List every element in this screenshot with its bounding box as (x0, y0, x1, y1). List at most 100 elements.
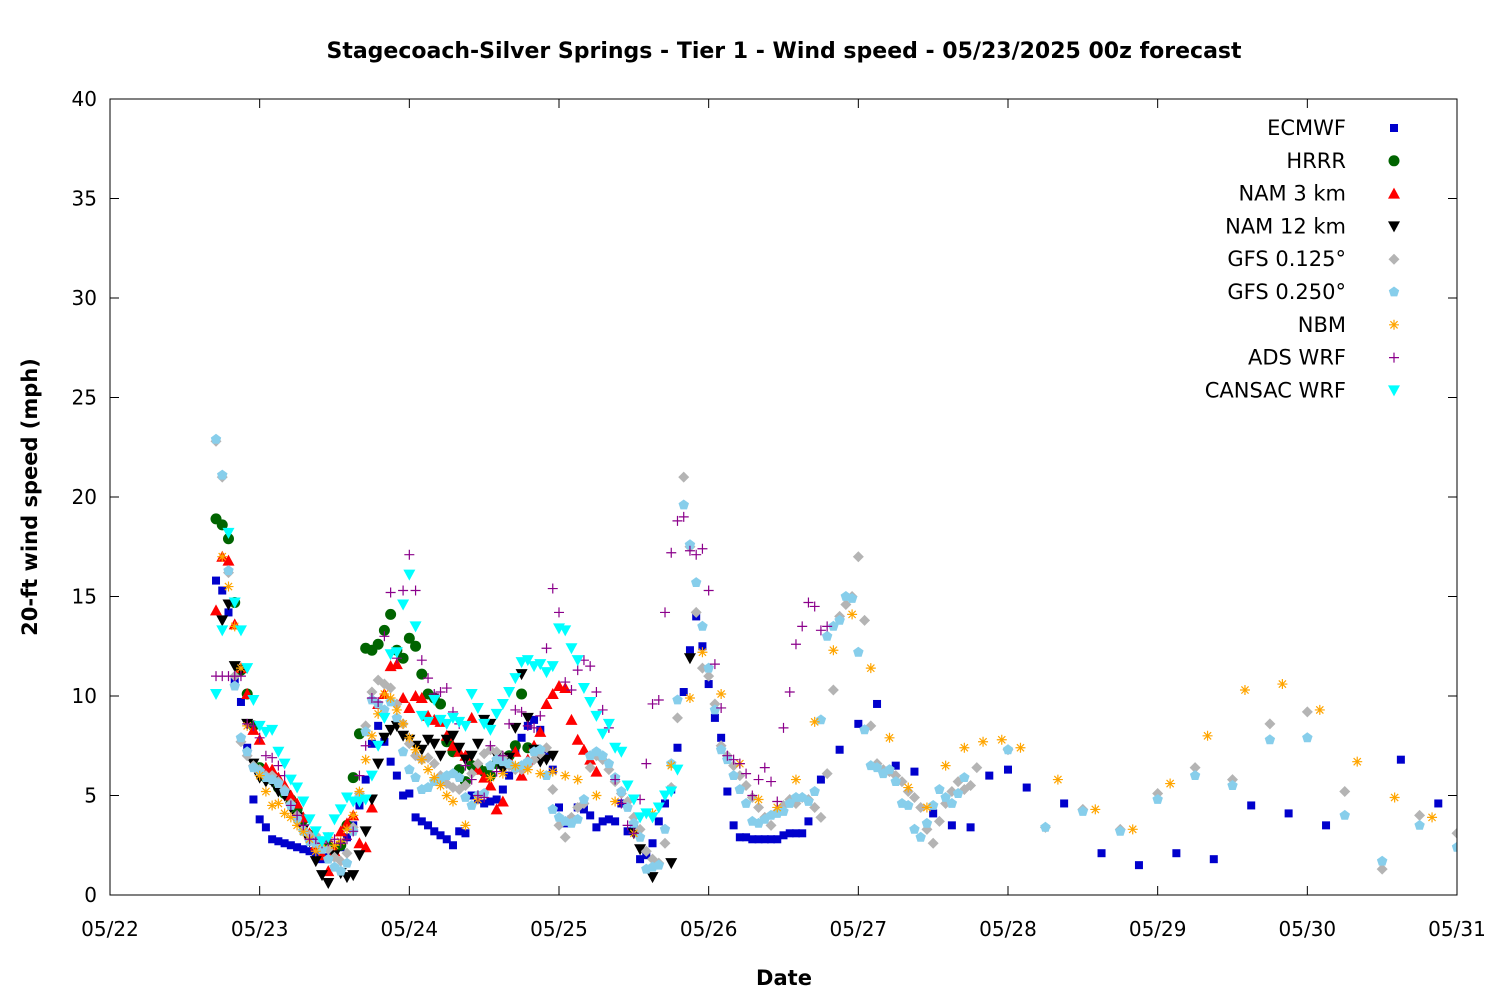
data-point (678, 499, 689, 510)
data-point (611, 817, 620, 826)
plot-frame (109, 98, 1458, 896)
data-point (971, 762, 983, 774)
data-point (367, 739, 376, 748)
legend-marker (1388, 187, 1400, 199)
x-tick-label: 05/30 (1279, 917, 1337, 941)
data-point (385, 608, 397, 620)
data-point (571, 655, 584, 667)
data-point (516, 706, 527, 717)
data-point (224, 608, 233, 617)
data-point (459, 754, 472, 766)
data-point (535, 768, 546, 779)
data-point (672, 694, 683, 705)
data-point (379, 689, 390, 700)
data-point (510, 760, 521, 771)
data-point (577, 683, 590, 695)
data-point (728, 754, 739, 765)
data-point (903, 782, 914, 793)
data-point (627, 794, 640, 806)
data-point (273, 798, 284, 809)
data-point (422, 734, 435, 746)
data-point (441, 683, 452, 694)
data-point (547, 766, 558, 777)
data-point (1209, 855, 1218, 864)
data-point (753, 794, 764, 805)
data-point (603, 758, 615, 769)
data-point (592, 823, 601, 832)
data-point (710, 713, 719, 722)
data-point (715, 744, 727, 755)
data-point (416, 668, 428, 680)
data-point (591, 687, 602, 698)
data-point (596, 728, 609, 740)
data-point (454, 772, 465, 782)
data-point (785, 829, 794, 838)
data-point (517, 733, 526, 742)
data-point (430, 827, 439, 836)
data-point (341, 857, 353, 868)
data-point (616, 798, 627, 809)
data-point (292, 810, 303, 821)
data-point (1339, 786, 1351, 798)
data-point (354, 770, 365, 781)
legend-label: NBM (1298, 313, 1346, 337)
data-point (260, 786, 271, 797)
data-point (448, 841, 457, 850)
data-point (261, 823, 270, 832)
data-point (1396, 755, 1405, 764)
data-point (684, 545, 695, 556)
data-point (1389, 792, 1400, 803)
data-point (472, 758, 484, 770)
data-point (266, 763, 279, 775)
data-point (597, 750, 608, 761)
data-point (440, 718, 453, 730)
data-point (278, 758, 291, 770)
data-point (654, 817, 663, 826)
data-point (435, 687, 446, 698)
data-point (615, 746, 628, 758)
data-point (516, 688, 528, 700)
data-point (293, 843, 302, 852)
data-point (416, 655, 427, 666)
data-point (285, 800, 296, 811)
legend-label: NAM 3 km (1238, 182, 1346, 206)
data-point (648, 839, 657, 848)
data-point (803, 796, 814, 806)
data-point (535, 744, 546, 755)
data-point (859, 724, 870, 735)
data-point (424, 821, 433, 830)
data-point (397, 599, 410, 611)
data-point (760, 835, 769, 844)
data-point (909, 823, 920, 834)
data-point (341, 847, 353, 859)
data-point (284, 774, 297, 786)
data-point (298, 826, 309, 837)
data-point (410, 772, 421, 782)
data-point (515, 669, 528, 681)
data-point (446, 712, 459, 724)
data-point (446, 730, 459, 742)
data-point (496, 698, 509, 710)
data-point (1414, 809, 1426, 821)
data-point (310, 846, 321, 857)
data-point (703, 585, 714, 596)
data-point (460, 820, 471, 831)
data-point (521, 712, 534, 724)
data-point (322, 878, 335, 890)
data-point (404, 732, 415, 743)
data-point (546, 750, 559, 762)
data-point (697, 620, 708, 631)
y-tick-label: 30 (72, 286, 97, 310)
data-point (666, 760, 677, 771)
data-point (385, 692, 396, 703)
data-point (540, 667, 553, 679)
data-point (1022, 783, 1031, 792)
data-point (279, 808, 290, 819)
data-point (491, 766, 502, 777)
data-point (490, 708, 503, 720)
data-point (480, 799, 489, 808)
data-point (386, 757, 395, 766)
data-point (299, 845, 308, 854)
data-point (404, 549, 415, 560)
data-point (212, 576, 221, 585)
